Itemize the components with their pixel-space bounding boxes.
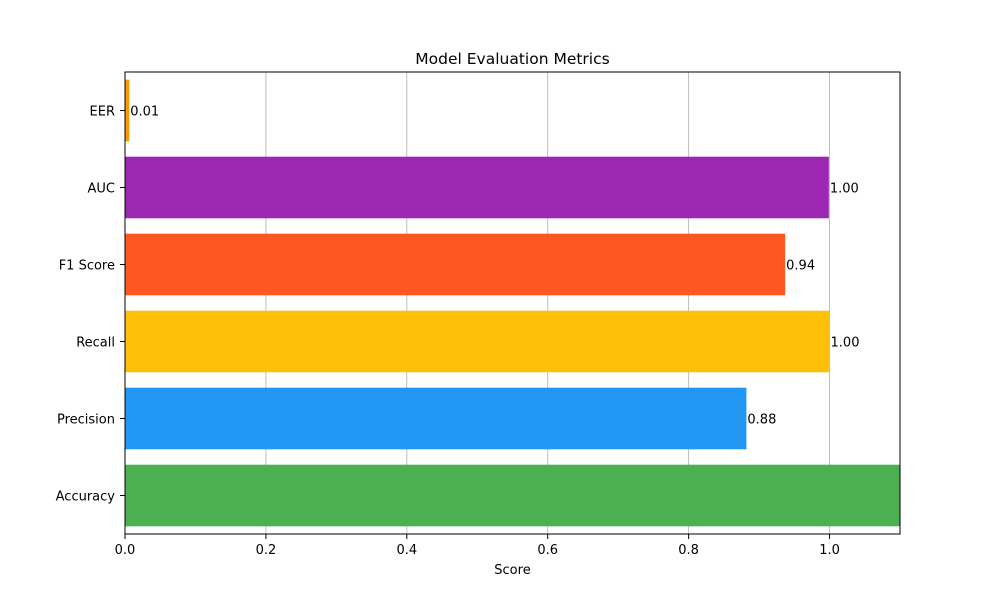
- x-tick-label: 1.0: [819, 543, 840, 558]
- data-label: 1.00: [831, 336, 860, 351]
- y-tick-label: EER: [90, 105, 115, 120]
- x-tick-label: 0.8: [678, 543, 699, 558]
- chart-title: Model Evaluation Metrics: [415, 50, 609, 68]
- plot-frame: [124, 71, 901, 535]
- y-tick-label: Accuracy: [56, 490, 116, 505]
- bar-precision: [125, 387, 747, 450]
- bar-accuracy: [125, 464, 900, 527]
- tick-layer: 0.0 0.2 0.4 0.6 0.8 1.0 Accuracy Precision Recal…: [56, 105, 840, 559]
- x-tick-label: 0.0: [115, 543, 136, 558]
- data-label-layer: 0.88 1.00 0.94 1.00 0.01: [130, 105, 859, 428]
- y-tick-label: Precision: [57, 413, 115, 428]
- data-label: 0.88: [747, 413, 776, 428]
- y-tick-label: AUC: [88, 182, 116, 197]
- data-label: 1.00: [830, 182, 859, 197]
- y-tick-label: F1 Score: [59, 259, 115, 274]
- bar-recall: [125, 310, 830, 373]
- bar-f1-score: [125, 233, 786, 296]
- data-label: 0.94: [786, 259, 815, 274]
- x-tick-label: 0.6: [537, 543, 558, 558]
- axis-layer: [124, 71, 901, 535]
- bar-layer: [125, 79, 900, 527]
- bar-auc: [125, 156, 829, 219]
- x-tick-label: 0.2: [256, 543, 277, 558]
- x-tick-label: 0.4: [396, 543, 417, 558]
- x-axis-title: Score: [494, 563, 530, 578]
- bar-eer: [125, 79, 130, 142]
- y-tick-label: Recall: [76, 336, 115, 351]
- data-label: 0.01: [130, 105, 159, 120]
